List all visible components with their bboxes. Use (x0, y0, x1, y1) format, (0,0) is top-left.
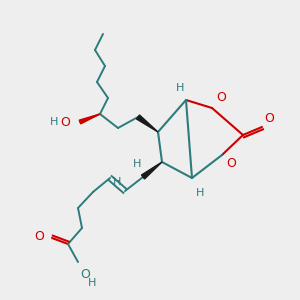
Text: O: O (80, 268, 90, 281)
Text: H: H (176, 83, 184, 93)
Text: O: O (60, 116, 70, 128)
Text: O: O (226, 157, 236, 170)
Text: H: H (88, 278, 96, 288)
Text: H: H (50, 117, 58, 127)
Text: H: H (133, 159, 141, 169)
Polygon shape (142, 162, 162, 179)
Text: O: O (216, 91, 226, 104)
Polygon shape (79, 114, 100, 124)
Polygon shape (136, 115, 158, 132)
Text: H: H (112, 177, 121, 187)
Text: O: O (34, 230, 44, 244)
Text: O: O (264, 112, 274, 125)
Text: H: H (196, 188, 204, 198)
